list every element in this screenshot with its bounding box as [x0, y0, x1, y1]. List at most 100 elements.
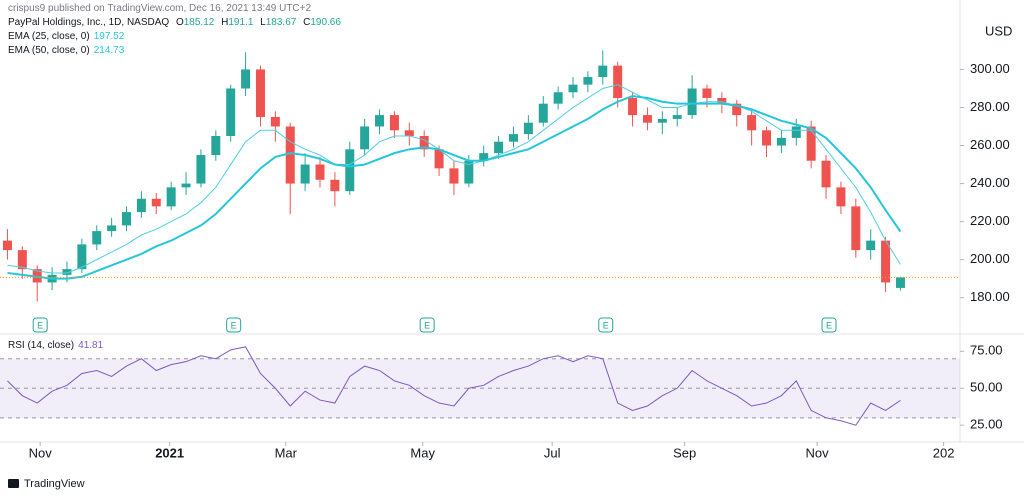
candle-body [270, 116, 280, 127]
candle-body [791, 126, 801, 138]
y-tick-label: 220.00 [970, 213, 1010, 228]
y-tick-label: 300.00 [970, 61, 1010, 76]
y-tick-label: 200.00 [970, 251, 1010, 266]
candle-body [77, 244, 87, 270]
candle-body [568, 84, 578, 93]
publisher: crispus9 published on TradingView.com, D… [8, 3, 312, 14]
candle-body [598, 65, 608, 78]
x-tick-label: Mar [275, 445, 298, 460]
ohlc-value: 190.66 [310, 17, 341, 28]
candle-body [92, 231, 102, 245]
y-tick-label: 260.00 [970, 137, 1010, 152]
earnings-label: E [424, 320, 430, 330]
legend-value: 197.52 [93, 31, 125, 42]
earnings-marker [598, 317, 614, 333]
x-tick-label: Sep [673, 445, 696, 460]
candle-body [360, 126, 370, 150]
candle-body [821, 160, 831, 188]
earnings-marker [419, 317, 435, 333]
brand-logo [8, 479, 19, 488]
legend-name: EMA (50, close, 0) [8, 45, 90, 56]
candle-body [747, 115, 757, 131]
line [7, 346, 901, 426]
candle-body [419, 136, 429, 150]
ema50-legend: EMA (50, close, 0) 214.73 [8, 45, 124, 56]
candle-body [404, 130, 414, 137]
ohlc-label: C [303, 17, 311, 28]
candle-body [122, 212, 132, 226]
candle-body [538, 103, 548, 123]
candle-body [107, 225, 117, 232]
candle-body [494, 141, 504, 154]
y-tick-label: 240.00 [970, 175, 1010, 190]
candle-body [330, 179, 340, 192]
y-tick-label: 280.00 [970, 99, 1010, 114]
candle-body [449, 168, 459, 184]
ema25-legend: EMA (25, close, 0) 197.52 [8, 31, 124, 42]
candle-body [881, 240, 891, 283]
x-tick-label: May [410, 445, 435, 460]
candle-body [672, 115, 682, 119]
price-legend: PayPal Holdings, Inc., 1D, NASDAQ O185.1… [8, 17, 341, 28]
x-tick-label: 202 [933, 445, 955, 460]
x-tick-label: 2021 [155, 445, 184, 460]
line [7, 84, 901, 274]
candle-body [613, 65, 623, 98]
candle-body [687, 88, 697, 116]
candle-body [345, 149, 355, 192]
candle-body [464, 160, 474, 184]
y-tick-label: 180.00 [970, 289, 1010, 304]
candle-body [642, 115, 652, 123]
candle-body [241, 69, 251, 89]
candle-body [523, 122, 533, 135]
candle-body [17, 250, 27, 270]
y-tick-label: 50.00 [970, 380, 1003, 395]
ohlc-label: L [260, 17, 266, 28]
candle-body [479, 153, 489, 161]
candle-body [255, 69, 265, 117]
x-tick-label: Nov [806, 445, 830, 460]
candle-body [806, 126, 816, 161]
candle-body [776, 137, 786, 146]
candle-body [136, 198, 146, 213]
earnings-marker [32, 317, 48, 333]
candle-body [166, 187, 176, 207]
y-tick-label: 25.00 [970, 417, 1003, 432]
candle-body [762, 130, 772, 146]
legend-value: 41.81 [78, 340, 104, 351]
legend-name: RSI (14, close) [8, 340, 75, 351]
candle-body [211, 136, 221, 156]
candle-body [657, 118, 667, 123]
currency: USD [985, 23, 1012, 38]
earnings-label: E [603, 320, 609, 330]
candle-body [285, 126, 295, 184]
earnings-marker [226, 317, 242, 333]
candle-body [2, 240, 12, 251]
earnings-marker [821, 317, 837, 333]
ohlc-value: 185.12 [183, 17, 215, 28]
candle-body [836, 187, 846, 207]
candle-body [196, 155, 206, 184]
rsi-legend: RSI (14, close) 41.81 [8, 340, 103, 351]
candle-body [851, 206, 861, 251]
candle-body [508, 134, 518, 142]
y-tick-label: 75.00 [970, 343, 1003, 358]
earnings-label: E [231, 320, 237, 330]
earnings-label: E [826, 320, 832, 330]
candle-body [553, 92, 563, 104]
x-tick-label: Nov [29, 445, 53, 460]
candle-body [375, 115, 385, 127]
candle-body [866, 240, 876, 251]
x-tick-label: Jul [544, 445, 561, 460]
candle-body [62, 269, 72, 275]
candle-body [583, 77, 593, 85]
ohlc-value: 183.67 [265, 17, 297, 28]
candle-body [389, 115, 399, 131]
candle-body [315, 164, 325, 180]
candle-body [717, 97, 727, 104]
line [7, 95, 902, 280]
brand: TradingView [24, 478, 85, 490]
candle-body [226, 88, 236, 137]
candle-body [181, 183, 191, 188]
